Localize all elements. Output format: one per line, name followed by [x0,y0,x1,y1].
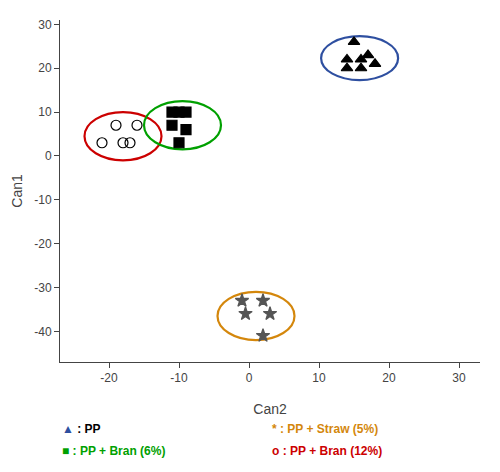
svg-text:20: 20 [382,371,396,385]
svg-text:▲ : PP: ▲ : PP [62,422,101,436]
svg-text:-10: -10 [34,193,52,207]
svg-text:Can1: Can1 [9,174,25,208]
svg-text:■ : PP + Bran (6%): ■ : PP + Bran (6%) [62,444,165,458]
svg-text:-20: -20 [100,371,118,385]
svg-text:20: 20 [38,61,52,75]
svg-text:* : PP + Straw (5%): * : PP + Straw (5%) [272,422,378,436]
svg-text:Can2: Can2 [253,401,287,417]
svg-text:o : PP + Bran (12%): o : PP + Bran (12%) [272,444,382,458]
svg-text:-10: -10 [170,371,188,385]
svg-text:-40: -40 [34,325,52,339]
svg-text:10: 10 [38,105,52,119]
svg-text:0: 0 [246,371,253,385]
svg-text:-20: -20 [34,237,52,251]
svg-text:30: 30 [452,371,466,385]
svg-text:30: 30 [38,18,52,32]
svg-text:10: 10 [312,371,326,385]
svg-text:-30: -30 [34,281,52,295]
svg-text:0: 0 [45,149,52,163]
